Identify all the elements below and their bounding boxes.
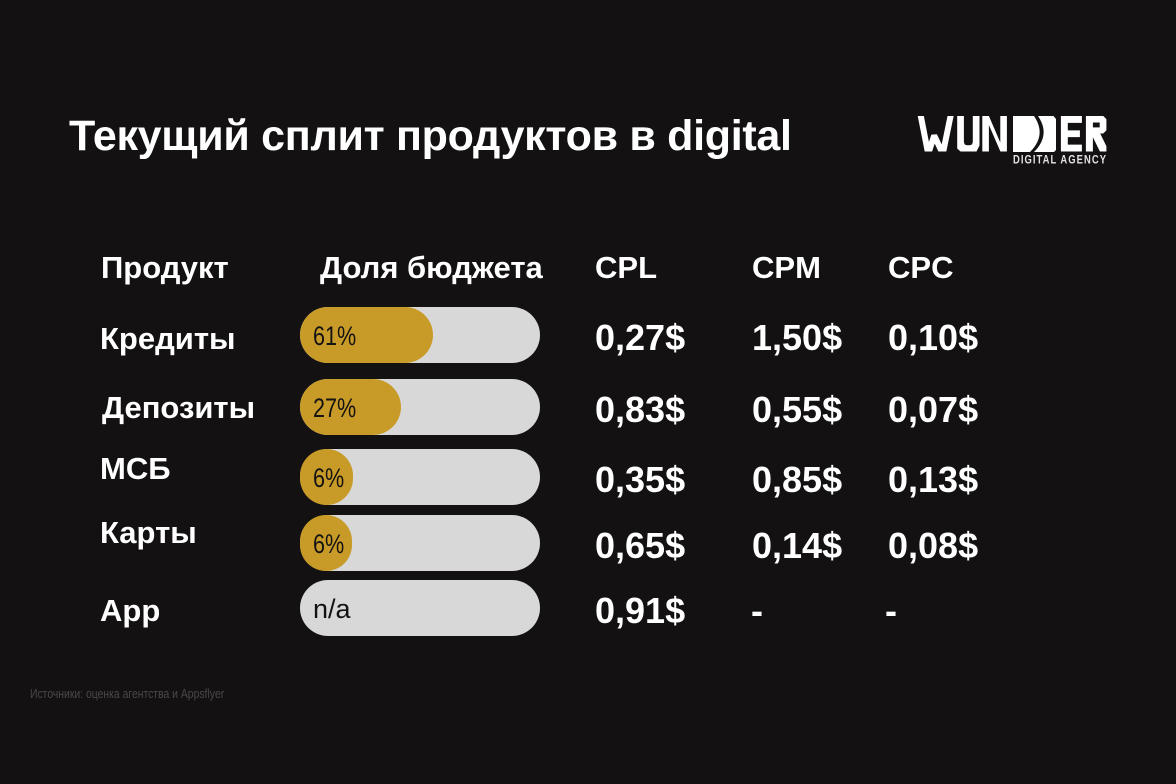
- svg-text:DIGITAL AGENCY: DIGITAL AGENCY: [1013, 153, 1106, 166]
